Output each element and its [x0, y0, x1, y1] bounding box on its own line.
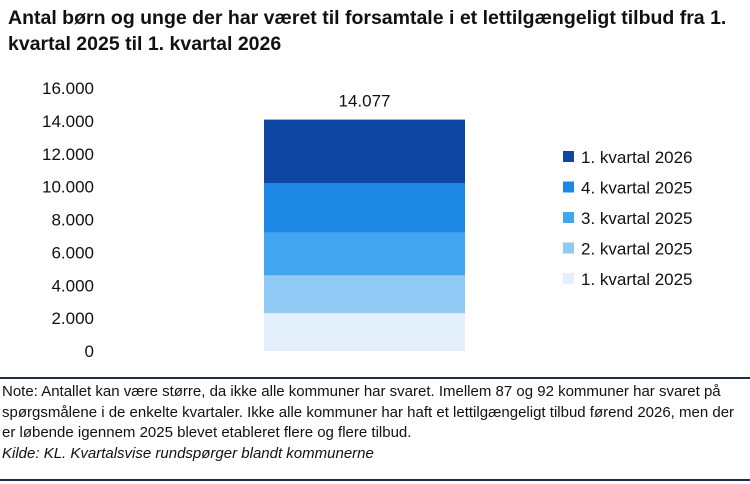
- bar-segment: [264, 313, 465, 351]
- note-text: Note: Antallet kan være større, da ikke …: [2, 383, 735, 442]
- legend-swatch: [563, 273, 574, 284]
- y-tick-label: 8.000: [51, 211, 94, 230]
- legend-label: 2. kvartal 2025: [581, 240, 693, 259]
- y-tick-label: 4.000: [51, 276, 94, 295]
- legend-swatch: [563, 181, 574, 193]
- chart-area: 0 2.000 4.000 6.000 8.000 10.000 12.000 14.000 1…: [42, 79, 693, 361]
- legend-swatch: [563, 212, 574, 223]
- legend-label: 3. kvartal 2025: [581, 209, 693, 228]
- legend-swatch: [563, 151, 574, 162]
- bar-segment: [264, 119, 465, 184]
- legend-swatch: [563, 242, 574, 254]
- bar-segment: [264, 275, 465, 314]
- y-tick-label: 6.000: [51, 243, 94, 262]
- note-block: Note: Antallet kan være større, da ikke …: [2, 382, 747, 464]
- y-tick-label: 14.000: [42, 112, 94, 131]
- chart-title: Antal børn og unge der har været til for…: [8, 7, 727, 55]
- bar-segment: [264, 232, 465, 276]
- legend-label: 4. kvartal 2025: [581, 179, 693, 198]
- y-tick-label: 16.000: [42, 79, 94, 98]
- top-divider: [0, 377, 750, 379]
- source-text: Kilde: KL. Kvartalsvise rundspørger blan…: [2, 444, 374, 462]
- y-tick-label: 0: [85, 342, 94, 361]
- total-data-label: 14.077: [339, 92, 391, 111]
- legend-label: 1. kvartal 2026: [581, 148, 693, 167]
- bottom-divider: [0, 479, 750, 481]
- y-tick-label: 12.000: [42, 145, 94, 164]
- bar-segment: [264, 183, 465, 233]
- y-tick-label: 10.000: [42, 178, 94, 197]
- y-tick-label: 2.000: [51, 309, 94, 328]
- legend-label: 1. kvartal 2025: [581, 270, 693, 289]
